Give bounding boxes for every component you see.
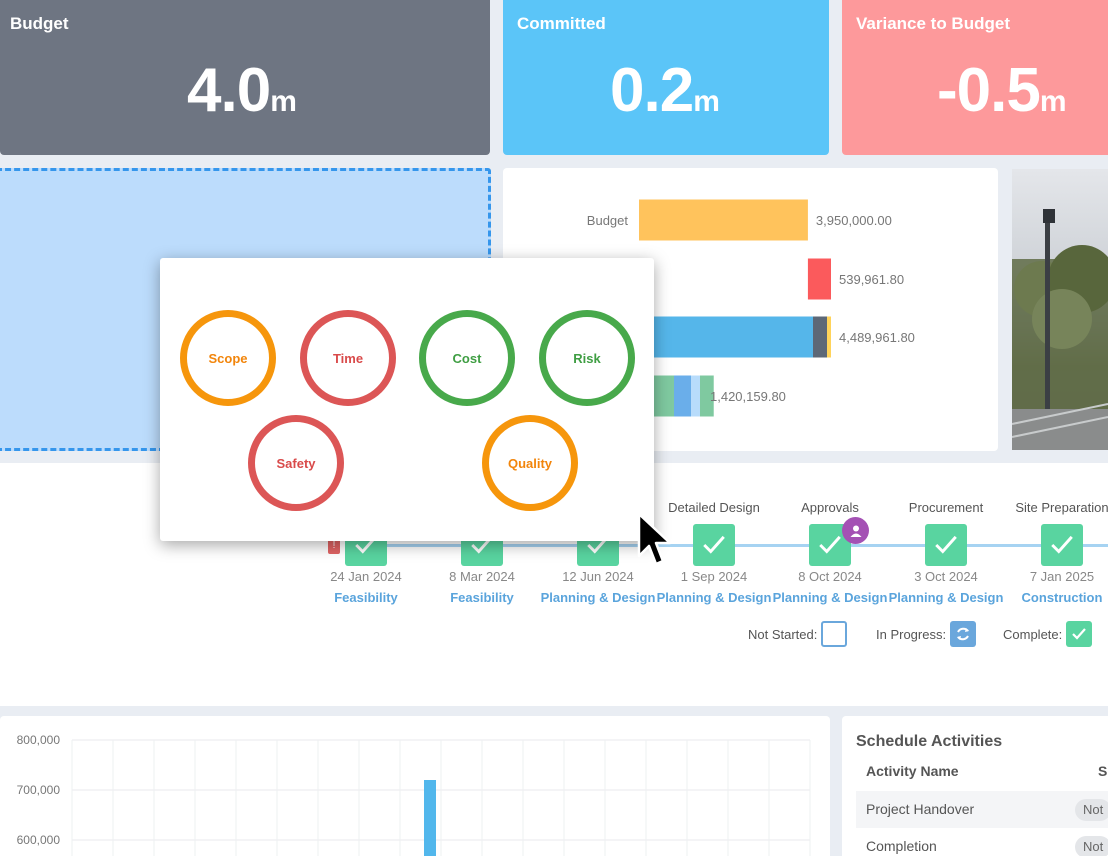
bar-value-label: 4,489,961.80 bbox=[839, 330, 915, 345]
budget-kpi-tile[interactable]: Budget 4.0m bbox=[0, 0, 490, 155]
safety-ring[interactable]: Safety bbox=[248, 415, 344, 511]
status-badge: Not bbox=[1075, 799, 1108, 821]
milestone-complete-check-icon[interactable] bbox=[693, 524, 735, 566]
legend-in-progress: In Progress: bbox=[876, 620, 977, 648]
bar-1[interactable] bbox=[807, 258, 831, 300]
check-icon bbox=[1066, 621, 1093, 647]
milestone-phase: Construction bbox=[1021, 590, 1103, 605]
legend-complete-label: Complete: bbox=[1003, 626, 1063, 642]
column-header-activity-name[interactable]: Activity Name bbox=[866, 763, 959, 779]
table-row[interactable]: Project Handover Not bbox=[856, 791, 1108, 828]
user-avatar-icon[interactable] bbox=[842, 517, 869, 544]
milestone-name: Site Preparation bbox=[1015, 500, 1108, 515]
variance-kpi-value: -0.5m bbox=[937, 56, 1067, 125]
variance-kpi-tile[interactable]: Variance to Budget -0.5m bbox=[842, 0, 1108, 155]
milestone-date: 1 Sep 2024 bbox=[680, 569, 748, 584]
milestone-phase: Feasibility bbox=[450, 590, 514, 605]
legend-not-started-label: Not Started: bbox=[748, 626, 818, 642]
committed-kpi-tile[interactable]: Committed 0.2m bbox=[503, 0, 829, 155]
scope-ring[interactable]: Scope bbox=[180, 310, 276, 406]
bar-value-label: 539,961.80 bbox=[839, 272, 904, 287]
table-row[interactable]: Completion Not bbox=[856, 828, 1108, 856]
bar-value-label: 1,420,159.80 bbox=[710, 389, 786, 404]
refresh-icon bbox=[950, 621, 977, 647]
y-tick-label: 700,000 bbox=[17, 783, 61, 797]
cashflow-bar bbox=[424, 780, 436, 856]
milestone-complete-check-icon[interactable] bbox=[1041, 524, 1083, 566]
status-badge: Not bbox=[1075, 836, 1108, 856]
bar-segment-remaining[interactable] bbox=[691, 375, 700, 417]
milestone-phase: Feasibility bbox=[334, 590, 398, 605]
bar-segment-forecast[interactable] bbox=[674, 375, 691, 417]
bar-2[interactable] bbox=[639, 316, 831, 358]
budget-kpi-value: 4.0m bbox=[187, 56, 297, 125]
milestone-date: 8 Mar 2024 bbox=[449, 569, 515, 584]
street-lamp-image bbox=[1012, 209, 1108, 450]
activity-name: Project Handover bbox=[866, 801, 975, 817]
schedule-title: Schedule Activities bbox=[856, 733, 1003, 750]
milestone-date: 3 Oct 2024 bbox=[914, 569, 978, 584]
project-photo bbox=[1012, 169, 1108, 450]
bar-category-label: Budget bbox=[587, 213, 629, 228]
budget-kpi-unit: m bbox=[270, 85, 297, 118]
cost-bar-chart: 3,950,000.00 Budget 539,961.80 4,489,961.80… bbox=[587, 199, 915, 417]
milestone-phase: Planning & Design bbox=[656, 590, 772, 605]
legend-not-started: Not Started: bbox=[748, 620, 848, 648]
milestone-name: Procurement bbox=[908, 500, 984, 515]
milestone-phase: Planning & Design bbox=[540, 590, 656, 605]
y-tick-label: 800,000 bbox=[17, 733, 61, 747]
milestone-phase: Planning & Design bbox=[772, 590, 888, 605]
project-health-widget[interactable]: Scope Time Cost Risk Safety Quality bbox=[160, 258, 654, 541]
milestone-phase: Planning & Design bbox=[888, 590, 1004, 605]
budget-kpi-title: Budget bbox=[10, 14, 69, 33]
bar-value-label: 3,950,000.00 bbox=[816, 213, 892, 228]
mouse-pointer-icon bbox=[637, 512, 672, 566]
schedule-activities-card: Schedule Activities Activity Name S Proj… bbox=[842, 716, 1108, 856]
bar-0[interactable] bbox=[639, 199, 808, 241]
y-tick-label: 600,000 bbox=[17, 833, 61, 847]
variance-kpi-unit: m bbox=[1039, 85, 1067, 118]
committed-kpi-value: 0.2m bbox=[610, 56, 720, 125]
milestone-date: 8 Oct 2024 bbox=[798, 569, 862, 584]
milestone-date: 7 Jan 2025 bbox=[1029, 569, 1095, 584]
cashflow-chart: 800,000 700,000 600,000 bbox=[17, 733, 811, 856]
legend-complete: Complete: bbox=[1003, 620, 1093, 648]
cost-ring[interactable]: Cost bbox=[419, 310, 515, 406]
milestone-flag-icon: ! bbox=[328, 538, 340, 554]
time-ring[interactable]: Time bbox=[300, 310, 396, 406]
quality-ring[interactable]: Quality bbox=[482, 415, 578, 511]
cashflow-chart-card: 800,000 700,000 600,000 bbox=[0, 716, 830, 856]
column-header-status[interactable]: S bbox=[1098, 763, 1108, 779]
milestone-complete-check-icon[interactable] bbox=[925, 524, 967, 566]
risk-ring[interactable]: Risk bbox=[539, 310, 635, 406]
milestone-date: 12 Jun 2024 bbox=[562, 569, 634, 584]
bar-segment-committed[interactable] bbox=[813, 316, 827, 358]
milestone-date: 24 Jan 2024 bbox=[330, 569, 402, 584]
bar-segment-extra[interactable] bbox=[827, 316, 831, 358]
not-started-square-icon bbox=[821, 621, 848, 647]
activity-name: Completion bbox=[866, 838, 937, 854]
legend-in-progress-label: In Progress: bbox=[876, 626, 947, 642]
committed-kpi-unit: m bbox=[693, 85, 720, 118]
variance-kpi-title: Variance to Budget bbox=[856, 14, 1010, 33]
milestone-name: Detailed Design bbox=[668, 500, 760, 515]
milestone-name: Approvals bbox=[801, 500, 859, 515]
committed-kpi-title: Committed bbox=[517, 14, 606, 33]
